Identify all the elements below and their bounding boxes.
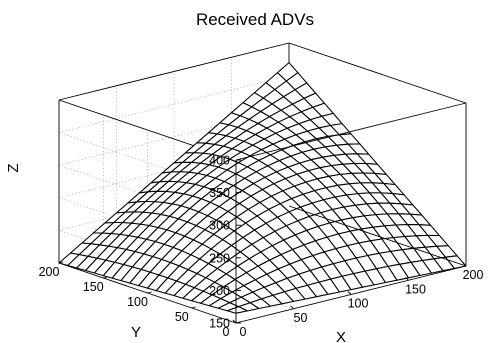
chart-title: Received ADVs (196, 10, 314, 29)
axes-front-box (58, 42, 467, 324)
y-tick-mark (103, 276, 108, 279)
y-tick-mark (58, 261, 64, 264)
x-tick-mark (405, 276, 409, 281)
x-tick-mark (290, 305, 294, 310)
z-axis-label: Z (5, 163, 22, 172)
x-tick-label: 200 (463, 268, 484, 282)
y-axis-label: Y (131, 324, 141, 341)
y-tick-label: 200 (39, 265, 60, 279)
y-tick-label: 0 (223, 325, 230, 339)
z-tick-label: 150 (209, 317, 230, 331)
y-tick-label: 150 (83, 280, 104, 294)
y-tick-mark (191, 306, 196, 309)
gridline (58, 75, 290, 133)
x-tick-mark (232, 319, 237, 324)
y-tick-label: 50 (175, 310, 189, 324)
box-edge (58, 42, 290, 101)
z-tick-label: 250 (209, 251, 230, 265)
y-tick-mark (147, 291, 152, 294)
axis-tick-labels: 150 200 250 300 350 400 0 50 100 150 200 0 50 100 150 2… (39, 154, 484, 340)
x-tick-mark (462, 262, 467, 267)
box-edge (235, 102, 467, 161)
x-tick-label: 50 (294, 311, 308, 325)
z-tick-label: 300 (209, 219, 230, 233)
z-tick-label: 400 (209, 154, 230, 168)
x-tick-label: 100 (348, 297, 369, 311)
box-edge (288, 42, 467, 104)
surface-mesh (58, 62, 467, 314)
y-tick-label: 100 (127, 295, 148, 309)
z-tick-label: 200 (209, 284, 230, 298)
x-axis-label: X (336, 329, 346, 343)
z-tick-label: 350 (209, 186, 230, 200)
x-tick-label: 150 (405, 282, 426, 296)
x-tick-mark (347, 291, 352, 295)
y-tick-mark (235, 321, 241, 324)
box-edge (288, 205, 467, 267)
x-tick-label: 0 (240, 325, 247, 339)
